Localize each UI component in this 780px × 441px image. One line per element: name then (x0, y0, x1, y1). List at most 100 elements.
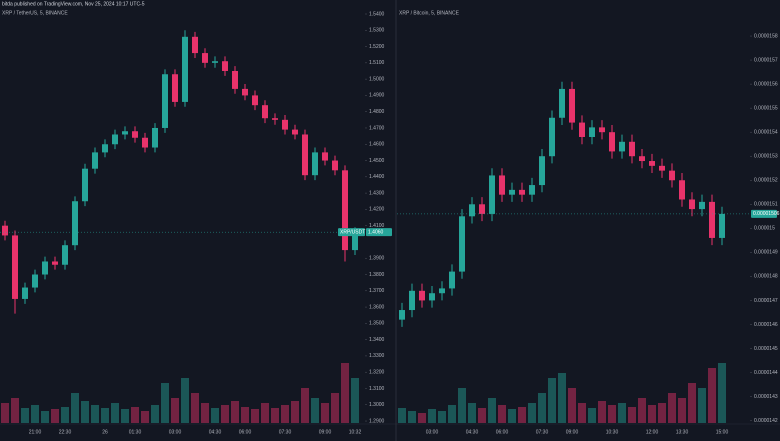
volume-bar (678, 398, 686, 423)
candle-body (312, 152, 318, 176)
volume-bar (598, 401, 606, 423)
candle-body (549, 117, 555, 157)
volume-bar (408, 411, 416, 423)
candle-body (272, 118, 278, 120)
volume-bar (668, 393, 676, 423)
candle-body (649, 161, 655, 166)
y-tick-label: 1.4200 (369, 207, 385, 213)
x-tick-label: 06:00 (239, 429, 252, 435)
candle-body (599, 127, 605, 133)
candle-body (519, 189, 525, 195)
volume-bar (568, 388, 576, 423)
y-tick-label: 1.5000 (369, 76, 385, 82)
x-tick-label: 10:30 (606, 429, 619, 435)
volume-bar (518, 407, 526, 423)
y-tick-label: 0.0000158 (754, 33, 778, 39)
y-tick-label: 0.0000149 (754, 250, 778, 256)
volume-bar (201, 403, 209, 423)
candle-body (689, 199, 695, 210)
volume-bar (1, 403, 9, 423)
volume-bar (141, 411, 149, 423)
candle-body (252, 95, 258, 106)
y-tick-label: 1.3800 (369, 272, 385, 278)
volume-bar (271, 408, 279, 423)
x-tick-label: 09:00 (319, 429, 332, 435)
x-tick-label: 22:30 (59, 429, 72, 435)
candle-body (162, 74, 168, 128)
volume-bar (688, 383, 696, 423)
volume-bar (538, 393, 546, 423)
y-tick-label: 1.4900 (369, 93, 385, 99)
y-tick-label: 0.0000152 (754, 178, 778, 184)
candle-body (192, 36, 198, 54)
y-tick-label: 1.4300 (369, 190, 385, 196)
volume-bar (438, 411, 446, 423)
volume-bar (211, 408, 219, 423)
candle-body (459, 216, 465, 272)
volume-bar (628, 407, 636, 423)
volume-bar (261, 403, 269, 423)
candle-body (142, 137, 148, 148)
y-tick-label: 0.000015 (754, 226, 775, 232)
candle-body (439, 288, 445, 294)
y-tick-label: 1.2900 (369, 418, 385, 424)
chart-title: XRP / TetherUS, 5, BINANCE (2, 10, 68, 16)
candle-body (589, 127, 595, 137)
y-tick-label: 0.0000154 (754, 130, 778, 136)
y-tick-label: 0.0000142 (754, 418, 778, 424)
y-tick-label: 1.5300 (369, 28, 385, 34)
volume-bar (21, 408, 29, 423)
volume-bar (101, 408, 109, 423)
candle-body (509, 189, 515, 195)
candle-body (102, 144, 108, 153)
volume-bar (301, 388, 309, 423)
y-tick-label: 0.0000156 (754, 81, 778, 87)
candle-body (399, 310, 405, 320)
y-tick-label: 0.0000151 (754, 202, 778, 208)
volume-bar (698, 388, 706, 423)
volume-bar (658, 403, 666, 423)
candle-body (282, 119, 288, 130)
y-tick-label: 0.0000145 (754, 346, 778, 352)
x-tick-label: 26 (102, 429, 108, 435)
x-tick-label: 15:00 (716, 429, 729, 435)
candle-body (669, 170, 675, 181)
candle-body (2, 225, 8, 236)
volume-bar (588, 408, 596, 423)
candle-body (62, 245, 68, 265)
volume-bar (51, 409, 59, 423)
volume-bar (448, 405, 456, 423)
y-tick-label: 1.3200 (369, 370, 385, 376)
candle-body (52, 261, 58, 265)
candle-body (449, 271, 455, 289)
candle-body (489, 175, 495, 214)
volume-bar (608, 405, 616, 423)
chart-title: XRP / Bitcoin, 5, BINANCE (399, 10, 460, 16)
volume-bar (578, 403, 586, 423)
volume-bar (81, 401, 89, 423)
y-tick-label: 1.4400 (369, 174, 385, 180)
x-tick-label: 21:00 (29, 429, 42, 435)
candle-body (409, 290, 415, 311)
x-tick-label: 10:32 (349, 429, 362, 435)
candle-body (699, 201, 705, 210)
candle-body (429, 293, 435, 301)
y-tick-label: 1.3100 (369, 386, 385, 392)
candle-body (202, 53, 208, 63)
x-tick-label: 12:00 (646, 429, 659, 435)
last-price-tag (751, 209, 777, 218)
candle-body (539, 156, 545, 186)
volume-bar (61, 407, 69, 423)
volume-bar (648, 405, 656, 423)
volume-bar (131, 407, 139, 423)
volume-bar (718, 363, 726, 423)
volume-bar (221, 405, 229, 423)
candle-body (212, 61, 218, 63)
candle-body (132, 131, 138, 138)
y-tick-label: 1.4500 (369, 158, 385, 164)
x-tick-label: 07:30 (536, 429, 549, 435)
candle-body (709, 201, 715, 238)
volume-bar (458, 388, 466, 423)
volume-bar (191, 393, 199, 423)
